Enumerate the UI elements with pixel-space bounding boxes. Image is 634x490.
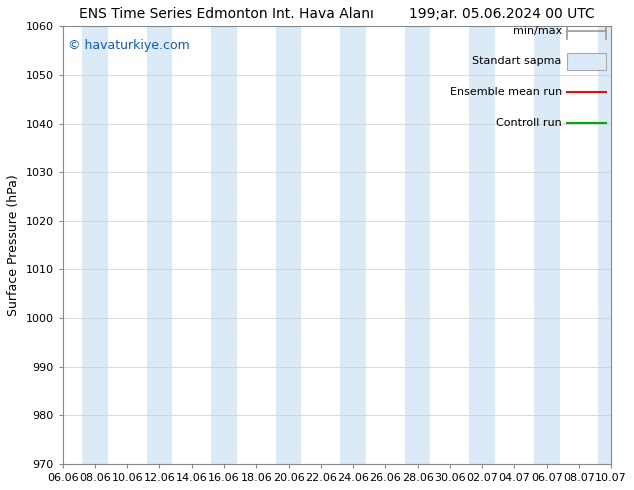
Text: min/max: min/max <box>512 25 562 36</box>
Bar <box>598 26 624 464</box>
Text: Controll run: Controll run <box>496 118 562 127</box>
Bar <box>404 26 430 464</box>
Bar <box>82 26 108 464</box>
Bar <box>211 26 237 464</box>
Bar <box>534 26 560 464</box>
Bar <box>567 52 605 70</box>
Title: ENS Time Series Edmonton Int. Hava Alanı        199;ar. 05.06.2024 00 UTC: ENS Time Series Edmonton Int. Hava Alanı… <box>79 7 595 21</box>
Text: Ensemble mean run: Ensemble mean run <box>450 87 562 97</box>
Bar <box>276 26 301 464</box>
Text: © havaturkiye.com: © havaturkiye.com <box>68 39 190 52</box>
Text: Standart sapma: Standart sapma <box>472 56 562 66</box>
Bar <box>146 26 172 464</box>
Bar <box>340 26 366 464</box>
Y-axis label: Surface Pressure (hPa): Surface Pressure (hPa) <box>7 174 20 316</box>
Bar <box>469 26 495 464</box>
